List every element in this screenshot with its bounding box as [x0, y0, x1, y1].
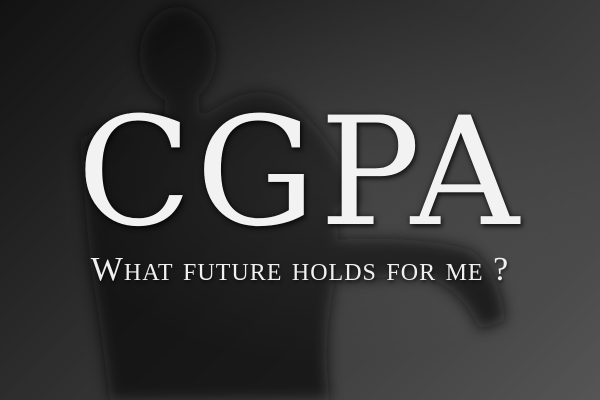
poster-subtitle: What future holds for me ?	[90, 251, 510, 288]
poster-title: CGPA	[0, 98, 600, 248]
